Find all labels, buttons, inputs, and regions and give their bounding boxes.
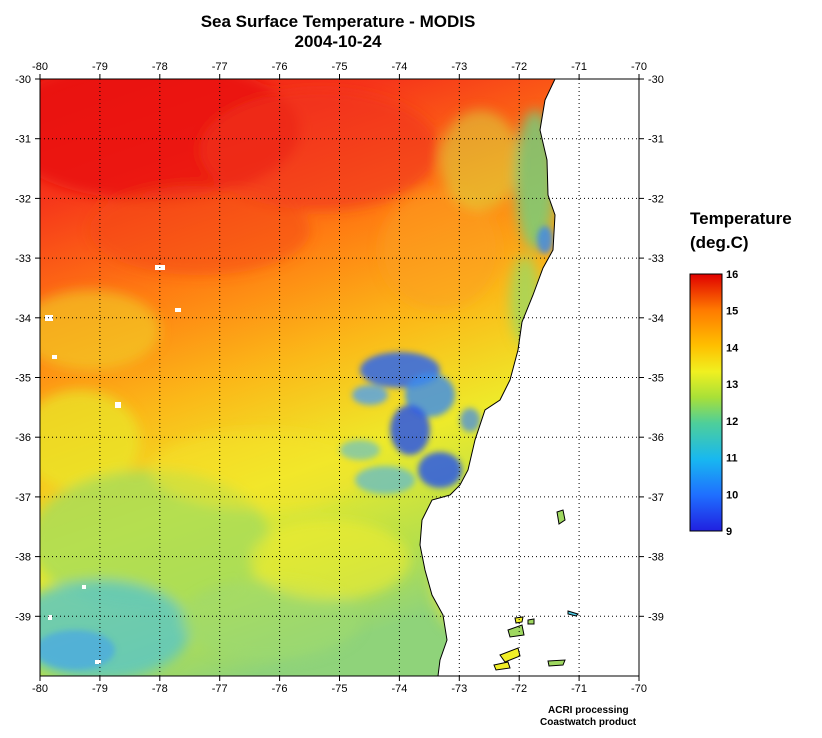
lat-label-right: -34	[648, 313, 664, 325]
lon-label-bottom: -72	[511, 683, 527, 695]
lon-label-bottom: -74	[391, 683, 407, 695]
lon-label-top: -74	[391, 61, 407, 73]
lon-label-top: -78	[152, 61, 168, 73]
lat-label-left: -37	[15, 492, 31, 504]
lat-label-left: -35	[15, 373, 31, 385]
lat-label-right: -39	[648, 611, 664, 623]
legend-colorbar	[689, 273, 723, 532]
lat-label-left: -38	[15, 552, 31, 564]
lon-label-top: -72	[511, 61, 527, 73]
lon-label-bottom: -73	[451, 683, 467, 695]
lon-label-bottom: -77	[212, 683, 228, 695]
lat-label-right: -35	[648, 373, 664, 385]
lat-label-right: -31	[648, 134, 664, 146]
lon-label-bottom: -78	[152, 683, 168, 695]
legend-tick-label: 9	[726, 526, 732, 538]
land-mass	[419, 79, 639, 676]
map-date: 2004-10-24	[294, 32, 382, 51]
lon-label-bottom: -80	[32, 683, 48, 695]
lat-label-left: -33	[15, 253, 31, 265]
lat-label-left: -39	[15, 611, 31, 623]
sst-field	[40, 79, 639, 676]
legend-tick-label: 13	[726, 379, 738, 391]
lon-label-top: -73	[451, 61, 467, 73]
credit-product: Coastwatch product	[540, 717, 637, 728]
lat-label-left: -34	[15, 313, 31, 325]
legend-title: Temperature	[690, 209, 792, 228]
lat-label-left: -36	[15, 432, 31, 444]
map-title: Sea Surface Temperature - MODIS	[200, 12, 476, 31]
lat-label-right: -36	[648, 432, 664, 444]
credit-processing: ACRI processing	[548, 705, 629, 716]
lon-label-top: -76	[272, 61, 288, 73]
lat-label-right: -30	[648, 74, 664, 86]
lon-label-top: -75	[332, 61, 348, 73]
lon-label-bottom: -70	[631, 683, 647, 695]
lon-label-top: -80	[32, 61, 48, 73]
lat-label-right: -38	[648, 552, 664, 564]
legend-unit: (deg.C)	[690, 233, 749, 252]
lon-label-top: -79	[92, 61, 108, 73]
lon-label-bottom: -71	[571, 683, 587, 695]
lat-label-left: -32	[15, 193, 31, 205]
legend-tick-label: 14	[726, 342, 739, 354]
legend-tick-label: 15	[726, 306, 738, 318]
lon-label-bottom: -79	[92, 683, 108, 695]
legend-tick-label: 16	[726, 269, 738, 281]
lon-label-bottom: -75	[332, 683, 348, 695]
lon-label-top: -70	[631, 61, 647, 73]
lat-label-left: -31	[15, 134, 31, 146]
lon-label-top: -71	[571, 61, 587, 73]
lat-label-right: -33	[648, 253, 664, 265]
legend-tick-label: 11	[726, 453, 738, 465]
lon-label-bottom: -76	[272, 683, 288, 695]
lat-label-right: -37	[648, 492, 664, 504]
lon-label-top: -77	[212, 61, 228, 73]
legend-tick-label: 12	[726, 416, 738, 428]
lat-label-right: -32	[648, 193, 664, 205]
legend-tick-label: 10	[726, 489, 738, 501]
lat-label-left: -30	[15, 74, 31, 86]
